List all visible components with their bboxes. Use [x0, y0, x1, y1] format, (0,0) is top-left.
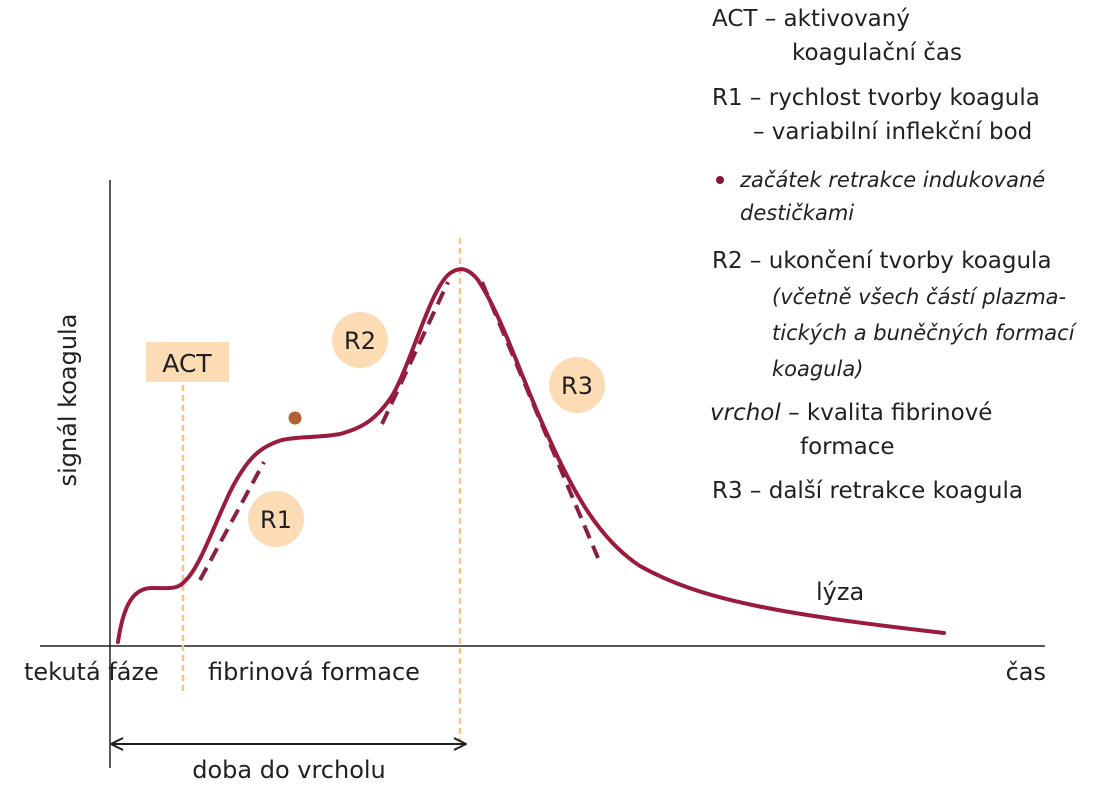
time-to-peak-label: doba do vrcholu — [192, 756, 386, 784]
fibrin-formation-label: fibrinová formace — [208, 658, 420, 686]
act-badge-label: ACT — [162, 349, 212, 378]
r2-badge-label: R2 — [344, 327, 376, 355]
lysis-label: lýza — [816, 578, 864, 606]
platelet-retraction-dot — [288, 411, 302, 425]
liquid-phase-label: tekutá fáze — [24, 658, 159, 686]
r2-badge — [332, 312, 388, 368]
y-axis-label: signál koagula — [54, 314, 82, 487]
r1-tangent — [198, 461, 266, 581]
r3-badge — [549, 357, 605, 413]
act-badge — [146, 342, 229, 382]
clot-signal-curve — [116, 267, 946, 644]
x-axis-label: čas — [1006, 658, 1046, 686]
r3-badge-label: R3 — [561, 372, 593, 400]
r1-badge — [248, 491, 304, 547]
r1-badge-label: R1 — [260, 506, 292, 534]
r2-tangent — [380, 281, 450, 425]
